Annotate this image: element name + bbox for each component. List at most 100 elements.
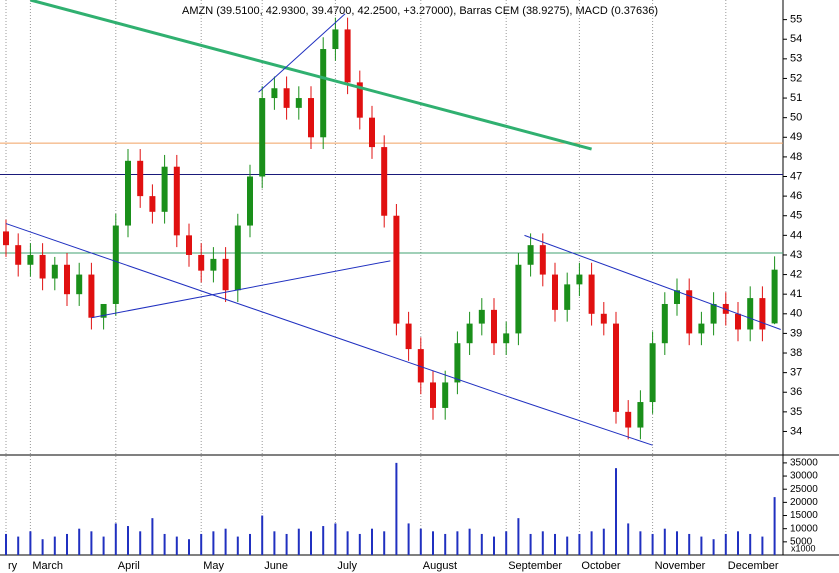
volume-tick-label: 10000 [790, 523, 818, 534]
trend-line [524, 234, 781, 330]
y-tick-label: 43 [790, 249, 802, 261]
volume-tick-label: 15000 [790, 510, 818, 521]
candle-body [27, 254, 34, 265]
trend-line [512, 397, 653, 446]
candle-body [320, 49, 327, 138]
y-tick-label: 44 [790, 229, 802, 241]
y-tick-label: 42 [790, 268, 802, 280]
y-tick-label: 51 [790, 92, 802, 104]
y-tick-label: 54 [790, 33, 802, 45]
candle-body [137, 160, 144, 197]
x-tick-label: September [508, 560, 562, 572]
candle-body [466, 323, 473, 344]
y-tick-label: 38 [790, 347, 802, 359]
candle-body [198, 254, 205, 271]
candle-body [405, 323, 412, 350]
candle-body [661, 303, 668, 344]
x-tick-label: April [118, 560, 140, 572]
x-tick-label: March [32, 560, 63, 572]
candle-body [308, 98, 314, 138]
candle-body [283, 88, 290, 108]
y-tick-label: 53 [790, 53, 802, 65]
y-tick-label: 46 [790, 190, 802, 202]
candle-body [747, 298, 754, 330]
y-tick-label: 41 [790, 288, 802, 300]
candle-body [173, 166, 180, 236]
candle-body [234, 225, 241, 291]
candle-body [259, 98, 266, 177]
y-tick-label: 52 [790, 72, 802, 84]
candle-body [600, 313, 607, 324]
candle-body [88, 274, 95, 318]
candle-body [491, 309, 497, 344]
candle-body [454, 343, 461, 383]
candle-body [247, 176, 253, 226]
candle-body [613, 323, 619, 412]
y-tick-label: 36 [790, 386, 802, 398]
y-tick-label: 48 [790, 151, 802, 163]
candle-body [344, 29, 351, 83]
volume-tick-label: 5000 [790, 536, 813, 547]
x-tick-label: October [581, 560, 620, 572]
candle-body [51, 264, 58, 279]
candle-body [588, 274, 595, 314]
candle-body [76, 274, 83, 295]
y-tick-label: 35 [790, 406, 802, 418]
x-tick-label: June [264, 560, 288, 572]
candle-body [161, 166, 168, 212]
x-tick-label: ry [8, 560, 18, 572]
volume-tick-label: 20000 [790, 497, 818, 508]
candle-body [503, 333, 510, 344]
y-tick-label: 49 [790, 131, 802, 143]
candle-body [39, 254, 46, 279]
chart-title: AMZN (39.5100, 42.9300, 39.4700, 42.2500… [182, 5, 658, 17]
y-tick-label: 37 [790, 367, 802, 379]
x-tick-label: November [655, 560, 706, 572]
trend-line [91, 260, 391, 319]
candle-body [771, 269, 778, 324]
x-tick-label: July [337, 560, 357, 572]
candle-body [149, 196, 156, 212]
y-tick-label: 47 [790, 170, 802, 182]
candle-body [698, 323, 705, 334]
y-tick-label: 34 [790, 425, 802, 437]
y-tick-label: 40 [790, 308, 802, 320]
volume-unit: x1000 [791, 543, 816, 553]
candle-body [393, 215, 400, 324]
candle-body [3, 231, 9, 246]
candle-body [125, 160, 131, 226]
candle-body [112, 225, 119, 304]
candle-body [210, 258, 217, 271]
candle-body [564, 284, 571, 310]
candle-body [759, 298, 766, 330]
trend-line [5, 223, 513, 399]
candle-body [64, 264, 70, 295]
x-tick-label: August [423, 560, 457, 572]
volume-tick-label: 35000 [790, 458, 818, 469]
candle-body [637, 402, 644, 428]
x-tick-label: December [728, 560, 779, 572]
candle-body [430, 382, 436, 408]
candle-body [552, 274, 558, 310]
candle-body [381, 147, 388, 216]
candle-body [478, 309, 485, 324]
trend-line [30, 0, 592, 151]
volume-tick-label: 25000 [790, 484, 818, 495]
candle-body [576, 274, 583, 285]
y-tick-label: 50 [790, 112, 802, 124]
y-tick-label: 45 [790, 210, 802, 222]
candle-body [369, 117, 375, 148]
y-tick-label: 39 [790, 327, 802, 339]
trend-line [258, 13, 346, 93]
candle-body [515, 264, 522, 334]
candle-body [271, 88, 278, 99]
candle-body [356, 82, 363, 118]
candle-body [710, 303, 717, 324]
y-tick-label: 55 [790, 14, 802, 26]
candle-body [649, 343, 656, 403]
x-tick-label: May [203, 560, 224, 572]
candle-body [686, 290, 693, 334]
candle-body [222, 258, 229, 291]
candle-body [186, 235, 192, 255]
